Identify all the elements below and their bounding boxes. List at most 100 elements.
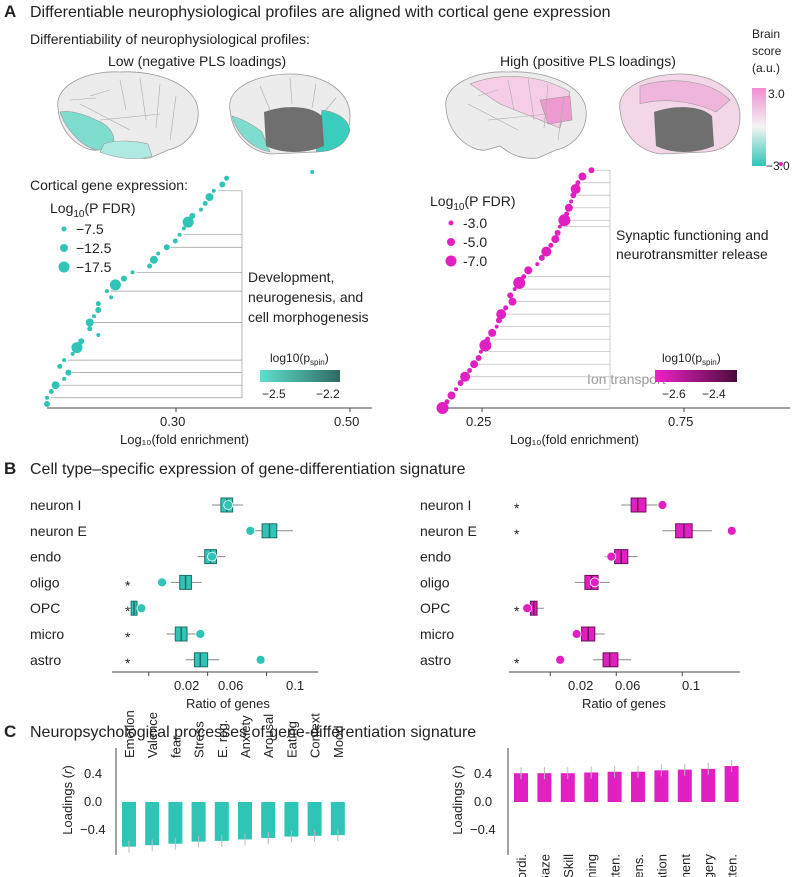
loading-bar [238, 802, 252, 840]
enrichment-point [120, 275, 127, 282]
brain-score-colorbar: Brain score (a.u.) 3.0 −3.0 [752, 27, 790, 173]
svg-text:log10(pspin): log10(pspin) [270, 351, 329, 367]
enrichment-point [310, 170, 315, 174]
right-bar-ylabel-pre: Loadings ( [450, 773, 465, 834]
brain-low-medial [229, 73, 351, 155]
observed-ratio-point [726, 525, 737, 536]
bar-category-label: Spa. atten. [608, 854, 623, 877]
left-box-xlabel: Ratio of genes [186, 696, 270, 711]
bar-category-label: Imagery [701, 854, 716, 877]
bar-category-label: fear [168, 735, 183, 758]
enrichment-point [149, 255, 158, 264]
left-enrichment-plot: Development, neurogenesis, and cell morp… [44, 170, 372, 447]
enrichment-point [70, 351, 75, 356]
loading-bar [214, 802, 229, 841]
right-cb-tick-0: −2.6 [662, 387, 686, 401]
observed-ratio-point [657, 500, 668, 510]
panel-a-title: Differentiable neurophysiological profil… [30, 4, 610, 21]
right-legend-val-1: -5.0 [463, 234, 487, 250]
left-legend-pfdr: (P FDR) [84, 200, 135, 216]
enrichment-point [96, 333, 101, 338]
right-annotation-1: neurotransmitter release [616, 246, 768, 262]
enrichment-point [494, 324, 499, 329]
celltype-label: neuron I [420, 497, 471, 513]
enrichment-point [163, 244, 170, 251]
enrichment-point [557, 224, 562, 229]
left-bar-ytick-1: 0.0 [84, 794, 102, 809]
bar-category-label: Skill [561, 854, 576, 877]
enrichment-point [454, 387, 459, 392]
enrichment-point [95, 301, 101, 307]
bar-category-label: Multi-sens. [631, 854, 646, 877]
high-loadings-label: High (positive PLS loadings) [500, 53, 676, 69]
left-enrich-xtick-1: 0.50 [334, 414, 359, 429]
enrichment-point [109, 279, 121, 291]
left-legend-log-sub: 10 [73, 209, 85, 220]
right-bar-ytick-2: −0.4 [470, 822, 496, 837]
right-bar-ytick-1: 0.0 [474, 794, 492, 809]
left-bar-ylabel-post: ) [60, 765, 75, 769]
box-iqr [630, 497, 647, 513]
enrichment-point [71, 342, 83, 354]
enrichment-point [147, 263, 153, 269]
enrichment-point [104, 289, 109, 294]
left-pspin-colorbar [260, 370, 340, 382]
right-legend-val-0: -3.0 [463, 215, 487, 231]
left-neuropsych-barchart: Loadings (r) 0.4 0.0 −0.4 Emotion Valence… [60, 710, 346, 855]
bar-category-label: Planning [584, 854, 599, 877]
left-annotation-0: Development, [248, 269, 334, 285]
colorbar-title-2: score [752, 44, 782, 58]
right-enrich-xtick-0: 0.25 [466, 414, 491, 429]
celltype-label: micro [420, 626, 454, 642]
enrichment-point [202, 200, 208, 206]
loading-bar [284, 802, 299, 837]
enrichment-point [181, 226, 186, 231]
enrichment-point [62, 376, 67, 381]
enrichment-point [95, 306, 102, 313]
right-enrich-xtick-1: 0.75 [668, 414, 693, 429]
loading-bar [307, 802, 322, 836]
observed-ratio-point [245, 525, 256, 536]
loading-bar [560, 773, 575, 802]
enrichment-point [508, 297, 517, 306]
enrichment-point [172, 238, 178, 244]
observed-ratio-point [571, 629, 582, 639]
enrichment-point [57, 363, 63, 369]
enrichment-point [182, 216, 194, 228]
left-bar-ytick-0: 0.4 [84, 766, 102, 781]
celltype-label: astro [420, 652, 451, 668]
colorbar-title-3: (a.u.) [752, 61, 780, 75]
enrichment-point [578, 172, 587, 181]
right-bar-ytick-0: 0.4 [474, 766, 492, 781]
celltype-label: astro [30, 652, 61, 668]
loading-bar [191, 802, 206, 842]
bar-category-label: Emotion [122, 710, 137, 758]
left-cb-tick-1: −2.2 [316, 387, 340, 401]
right-legend-pfdr: (P FDR) [464, 193, 515, 209]
left-bar-ylabel-pre: Loadings ( [60, 773, 75, 834]
enrichment-point [503, 305, 509, 311]
right-legend-dot-large [445, 255, 457, 267]
celltype-label: endo [30, 549, 61, 565]
celltype-label: neuron E [30, 523, 87, 539]
right-enrich-xlabel: Log₁₀(fold enrichment) [510, 432, 639, 447]
bar-category-label: E. reg. [215, 720, 230, 758]
bar-category-label: Coordi. [514, 854, 529, 877]
loading-bar [631, 771, 645, 802]
left-bar-ylabel-r: r [60, 769, 75, 774]
bar-category-label: Fixation [654, 854, 669, 877]
left-legend-dot-mid [60, 244, 68, 252]
left-legend-log: Log [50, 200, 73, 216]
svg-text:Log10(P FDR): Log10(P FDR) [430, 193, 516, 213]
enrichment-point [507, 292, 514, 299]
left-box-xtick-0: 0.02 [174, 678, 199, 693]
bar-category-label: Arousal [261, 714, 276, 758]
left-annotation-1: neurogenesis, and [248, 289, 363, 305]
enrichment-point [496, 309, 507, 320]
enrichment-point [570, 192, 577, 199]
enrichment-point [488, 328, 497, 337]
observed-ratio-point [136, 603, 147, 614]
bar-category-label: Context [308, 713, 323, 758]
right-box-xtick-0: 0.02 [568, 678, 593, 693]
enrichment-point [575, 180, 581, 186]
